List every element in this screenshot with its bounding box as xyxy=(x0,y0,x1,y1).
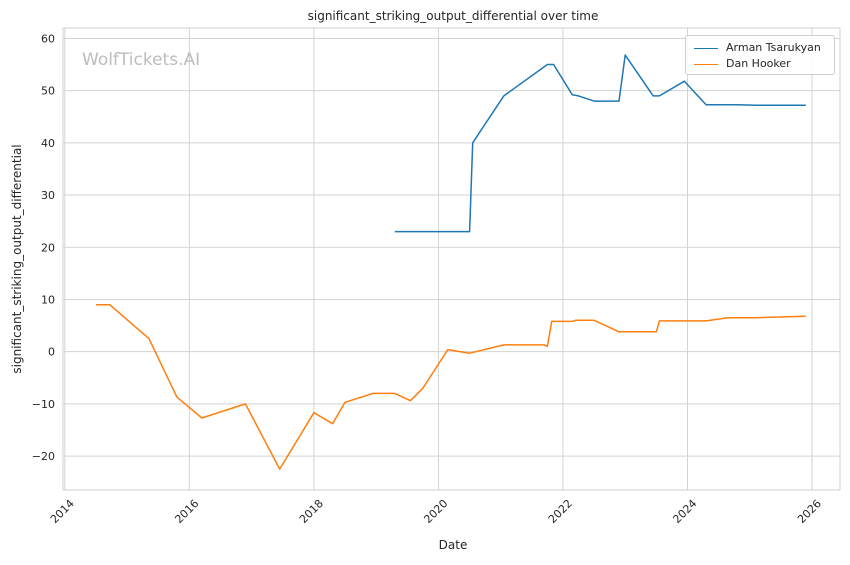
y-tick-label: 40 xyxy=(41,137,55,150)
y-tick-label: −10 xyxy=(32,398,55,411)
x-tick-label: 2026 xyxy=(795,497,824,526)
series-line-arman-tsarukyan xyxy=(394,54,806,233)
y-tick-label: 0 xyxy=(48,346,55,359)
plot-area xyxy=(62,27,841,491)
y-tick-label: 30 xyxy=(41,189,55,202)
x-tick-label: 2014 xyxy=(48,497,77,526)
x-axis-label: Date xyxy=(439,538,468,552)
x-tick-label: 2020 xyxy=(421,497,450,526)
chart-title: significant_striking_output_differential… xyxy=(308,9,599,23)
legend-item-dan-hooker: Dan Hooker xyxy=(694,57,791,71)
y-tick-label: 20 xyxy=(41,241,55,254)
x-tick-label: 2018 xyxy=(297,497,326,526)
grid-lines xyxy=(63,28,840,490)
y-tick-label: −20 xyxy=(32,450,55,463)
x-tick-label: 2024 xyxy=(670,497,699,526)
legend-item-arman-tsarukyan: Arman Tsarukyan xyxy=(694,41,821,55)
legend-swatch-dan-hooker xyxy=(694,63,718,65)
x-tick-label: 2022 xyxy=(546,497,575,526)
legend-swatch-arman-tsarukyan xyxy=(694,47,718,49)
x-tick-label: 2016 xyxy=(172,497,201,526)
watermark-text: WolfTickets.AI xyxy=(82,50,200,70)
legend-label-arman-tsarukyan: Arman Tsarukyan xyxy=(726,41,821,54)
y-axis-label: significant_striking_output_differential xyxy=(10,144,24,373)
legend-label-dan-hooker: Dan Hooker xyxy=(726,57,791,70)
y-tick-label: 60 xyxy=(41,32,55,45)
y-tick-label: 10 xyxy=(41,293,55,306)
y-tick-label: 50 xyxy=(41,85,55,98)
series-line-dan-hooker xyxy=(96,303,806,470)
legend: Arman Tsarukyan Dan Hooker xyxy=(685,35,835,75)
series-lines xyxy=(96,54,806,470)
